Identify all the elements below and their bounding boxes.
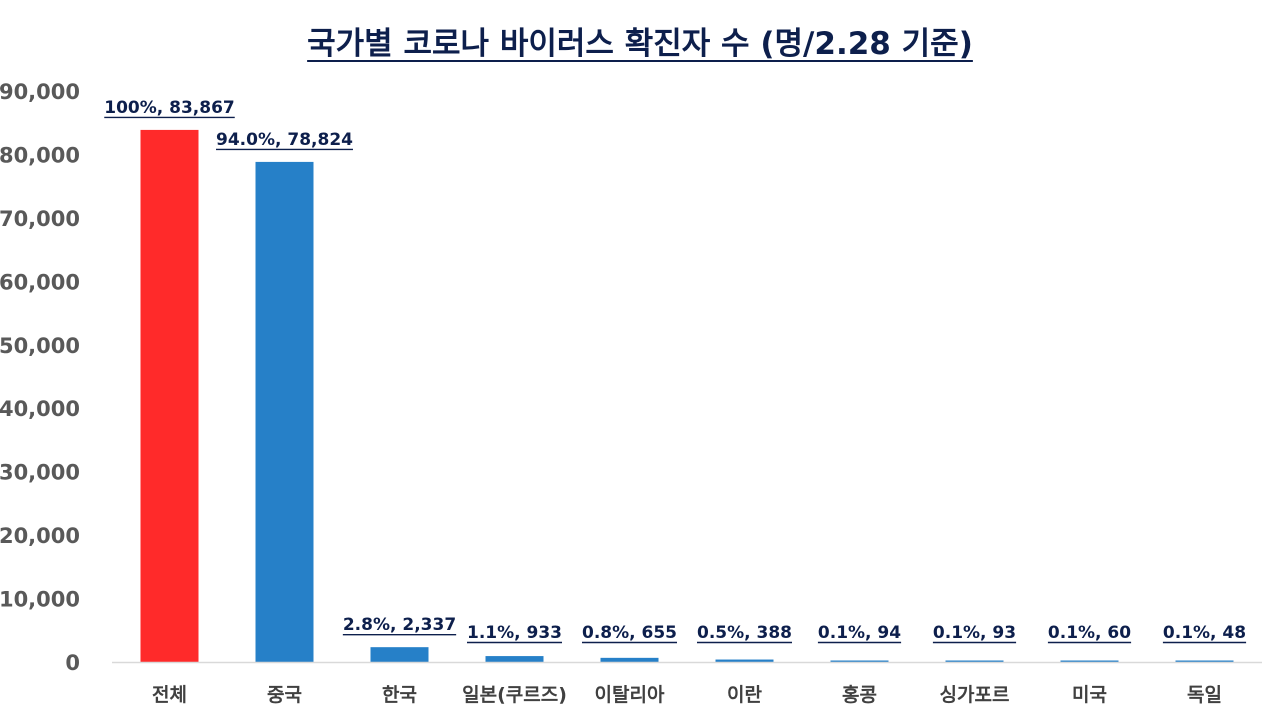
data-label: 0.1%, 48 [1163,623,1246,643]
y-axis: 0 10,000 20,000 30,000 40,000 50,000 60,000 70,… [0,80,80,675]
bar-2 [255,161,314,662]
y-tick-label: 60,000 [0,270,80,294]
x-axis-labels: 전체 중국 한국 일본(쿠르즈) 이탈리아 이란 홍콩 싱가포르 미국 독일 [152,683,1222,706]
bar-8 [945,660,1004,662]
y-tick-label: 10,000 [0,588,80,612]
bar-7 [830,660,889,662]
y-tick-label: 20,000 [0,524,80,548]
bar-4 [485,656,544,662]
y-tick-label: 90,000 [0,80,80,104]
data-label: 0.5%, 388 [697,623,792,643]
data-labels: 100%, 83,867 94.0%, 78,824 2.8%, 2,337 1.1%… [104,98,1247,644]
x-tick-label: 미국 [1072,684,1107,706]
x-tick-label: 이탈리아 [595,684,665,706]
x-tick-label: 싱가포르 [940,684,1010,706]
data-label: 94.0%, 78,824 [216,130,353,150]
x-tick-label: 독일 [1187,684,1222,706]
y-tick-label: 0 [65,651,80,675]
bar-1 [140,129,199,663]
data-label: 0.1%, 93 [933,623,1016,643]
x-tick-label: 일본(쿠르즈) [462,684,567,706]
data-label: 100%, 83,867 [104,98,235,118]
bar-6 [715,659,774,662]
y-tick-label: 50,000 [0,334,80,358]
x-tick-label: 이란 [727,684,762,706]
chart-title: 국가별 코로나 바이러스 확진자 수 (명/2.28 기준) [307,26,973,62]
bar-5 [600,657,659,662]
bars [140,129,1234,663]
x-tick-label: 홍콩 [842,683,877,706]
x-tick-label: 전체 [152,684,187,706]
data-label: 0.1%, 94 [818,623,901,643]
x-tick-label: 한국 [382,684,417,706]
x-tick-label: 중국 [267,684,302,706]
data-label: 1.1%, 933 [467,623,562,643]
data-label: 0.1%, 60 [1048,623,1131,643]
bar-9 [1060,660,1119,662]
y-tick-label: 40,000 [0,397,80,421]
bar-3 [370,647,429,662]
y-tick-label: 70,000 [0,207,80,231]
data-label: 0.8%, 655 [582,623,677,643]
bar-10 [1175,660,1234,662]
y-tick-label: 30,000 [0,461,80,485]
data-label: 2.8%, 2,337 [343,615,456,635]
y-tick-label: 80,000 [0,143,80,167]
